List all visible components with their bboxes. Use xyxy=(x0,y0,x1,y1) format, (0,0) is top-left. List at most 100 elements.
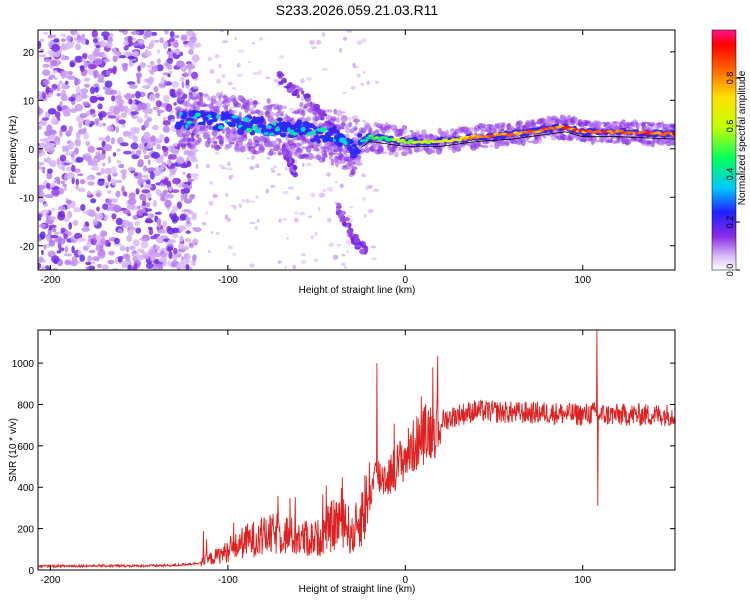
noise-blob xyxy=(49,160,57,168)
noise-blob xyxy=(58,80,63,85)
halo-blob xyxy=(305,116,312,122)
snr-panel: -200 -100 0 100 0 200 400 600 800 1000 Height of… xyxy=(8,329,676,595)
line-core xyxy=(216,113,220,120)
noise-blob xyxy=(153,233,161,237)
sparse-blob xyxy=(236,73,243,77)
halo-blob xyxy=(199,95,203,103)
line-body xyxy=(276,117,283,122)
spectrogram-y-label: Frequency (Hz) xyxy=(8,116,19,185)
noise-blob xyxy=(122,130,131,137)
colorbar-tick-label: 0.6 xyxy=(725,120,735,133)
noise-blob xyxy=(102,203,109,210)
halo-blob xyxy=(480,123,487,129)
sparse-blob xyxy=(321,32,326,37)
sparse-blob xyxy=(224,192,229,198)
halo-blob xyxy=(408,149,413,155)
noise-blob xyxy=(167,260,172,267)
sparse-blob xyxy=(249,263,255,268)
halo-blob xyxy=(545,120,550,126)
noise-blob xyxy=(96,147,104,151)
noise-blob xyxy=(142,212,149,216)
halo-blob xyxy=(348,121,352,128)
noise-blob xyxy=(74,55,83,63)
noise-blob xyxy=(149,93,156,102)
line-body xyxy=(332,129,340,134)
sparse-blob xyxy=(266,156,271,160)
noise-blob xyxy=(59,129,63,138)
halo-blob xyxy=(375,129,381,134)
halo-blob xyxy=(323,150,328,158)
noise-blob xyxy=(90,162,99,167)
sparse-blob xyxy=(345,250,350,254)
line-core xyxy=(204,116,209,121)
noise-blob xyxy=(104,80,113,88)
sparse-blob xyxy=(282,190,289,195)
noise-blob xyxy=(144,146,148,152)
halo-blob xyxy=(469,126,474,132)
sparse-blob xyxy=(215,232,220,235)
noise-blob xyxy=(147,226,153,231)
noise-blob xyxy=(106,125,114,132)
noise-blob xyxy=(120,169,127,174)
noise-blob xyxy=(87,54,97,62)
halo-blob xyxy=(191,138,195,142)
halo-blob xyxy=(670,135,675,139)
halo-blob xyxy=(252,99,258,107)
line-body xyxy=(349,152,358,159)
noise-blob xyxy=(98,213,104,220)
halo-blob xyxy=(188,144,196,150)
noise-blob xyxy=(144,50,152,57)
sparse-blob xyxy=(306,76,312,81)
noise-blob xyxy=(50,182,56,188)
noise-blob xyxy=(90,198,97,204)
noise-blob xyxy=(188,68,192,76)
sparse-blob xyxy=(356,40,363,45)
noise-blob xyxy=(179,77,185,82)
noise-blob xyxy=(110,198,118,203)
noise-blob xyxy=(187,160,191,164)
noise-blob xyxy=(121,123,126,128)
sparse-blob xyxy=(218,63,222,69)
sparse-blob xyxy=(226,217,232,222)
noise-blob xyxy=(162,190,169,194)
sparse-blob xyxy=(346,215,352,218)
sparse-blob xyxy=(231,87,237,90)
branch-blob xyxy=(288,157,293,164)
sparse-blob xyxy=(310,235,314,240)
noise-blob xyxy=(87,145,96,153)
halo-blob xyxy=(625,126,633,130)
line-body xyxy=(296,119,303,127)
halo-blob xyxy=(409,130,414,133)
branch-blob xyxy=(292,165,298,171)
noise-blob xyxy=(71,256,78,265)
line-core xyxy=(207,114,212,119)
line-core xyxy=(456,138,463,142)
sparse-blob xyxy=(327,217,332,223)
noise-blob xyxy=(154,39,160,43)
spectrogram-heatmap xyxy=(38,30,675,270)
branch-blob xyxy=(278,73,282,78)
noise-blob xyxy=(186,41,195,48)
noise-blob xyxy=(56,92,62,97)
halo-blob xyxy=(269,112,276,117)
noise-blob xyxy=(164,30,169,35)
sparse-blob xyxy=(302,162,305,168)
line-core xyxy=(263,131,270,136)
noise-blob xyxy=(48,92,54,96)
noise-blob xyxy=(170,119,176,123)
halo-blob xyxy=(603,133,610,141)
noise-blob xyxy=(136,76,141,84)
sparse-blob xyxy=(214,152,220,155)
sparse-blob xyxy=(186,156,191,161)
halo-blob xyxy=(218,146,222,150)
sparse-blob xyxy=(208,200,214,206)
halo-blob xyxy=(191,130,199,134)
halo-blob xyxy=(516,120,523,126)
line-body xyxy=(179,119,185,126)
noise-blob xyxy=(155,92,160,99)
sparse-blob xyxy=(321,67,329,72)
halo-blob xyxy=(347,160,355,168)
noise-blob xyxy=(69,61,75,68)
noise-blob xyxy=(173,102,177,106)
